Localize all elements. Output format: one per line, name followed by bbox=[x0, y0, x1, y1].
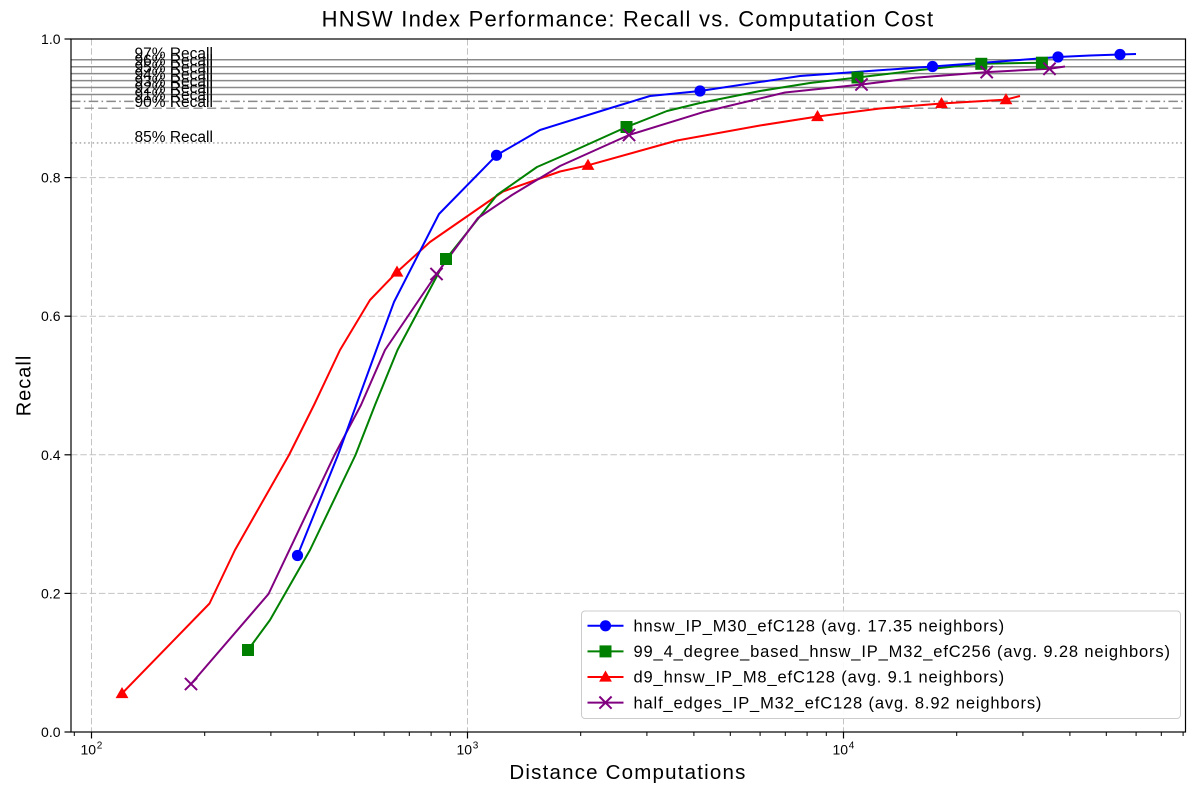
svg-text:0.6: 0.6 bbox=[41, 308, 61, 324]
svg-text:Recall: Recall bbox=[14, 355, 36, 417]
svg-text:0.8: 0.8 bbox=[41, 170, 61, 186]
svg-text:2: 2 bbox=[97, 741, 103, 752]
svg-text:half_edges_IP_M32_efC128 (avg.: half_edges_IP_M32_efC128 (avg. 8.92 neig… bbox=[634, 694, 1043, 712]
svg-text:0.4: 0.4 bbox=[41, 447, 61, 463]
svg-text:90% Recall: 90% Recall bbox=[135, 94, 213, 111]
svg-text:94% Recall: 94% Recall bbox=[135, 66, 213, 83]
svg-text:97% Recall: 97% Recall bbox=[135, 46, 213, 63]
svg-text:0.2: 0.2 bbox=[41, 585, 61, 601]
svg-text:85% Recall: 85% Recall bbox=[135, 129, 213, 146]
svg-text:93% Recall: 93% Recall bbox=[135, 73, 213, 90]
svg-text:10: 10 bbox=[833, 742, 849, 758]
svg-text:10: 10 bbox=[81, 742, 97, 758]
svg-text:HNSW Index Performance: Recall: HNSW Index Performance: Recall vs. Compu… bbox=[322, 7, 935, 32]
svg-text:91% Recall: 91% Recall bbox=[135, 87, 213, 104]
svg-text:Distance Computations: Distance Computations bbox=[509, 761, 746, 784]
svg-text:d9_hnsw_IP_M8_efC128 (avg. 9.1: d9_hnsw_IP_M8_efC128 (avg. 9.1 neighbors… bbox=[634, 669, 1005, 687]
svg-text:95% Recall: 95% Recall bbox=[135, 59, 213, 76]
svg-text:10: 10 bbox=[457, 742, 473, 758]
svg-text:hnsw_IP_M30_efC128 (avg. 17.35: hnsw_IP_M30_efC128 (avg. 17.35 neighbors… bbox=[634, 618, 1005, 636]
svg-text:1.0: 1.0 bbox=[41, 31, 61, 47]
svg-text:99_4_degree_based_hnsw_IP_M32_: 99_4_degree_based_hnsw_IP_M32_efC256 (av… bbox=[634, 643, 1171, 661]
svg-text:96% Recall: 96% Recall bbox=[135, 53, 213, 70]
svg-text:3: 3 bbox=[473, 741, 479, 752]
svg-text:0.0: 0.0 bbox=[41, 724, 61, 740]
svg-text:4: 4 bbox=[849, 741, 855, 752]
svg-text:92% Recall: 92% Recall bbox=[135, 80, 213, 97]
